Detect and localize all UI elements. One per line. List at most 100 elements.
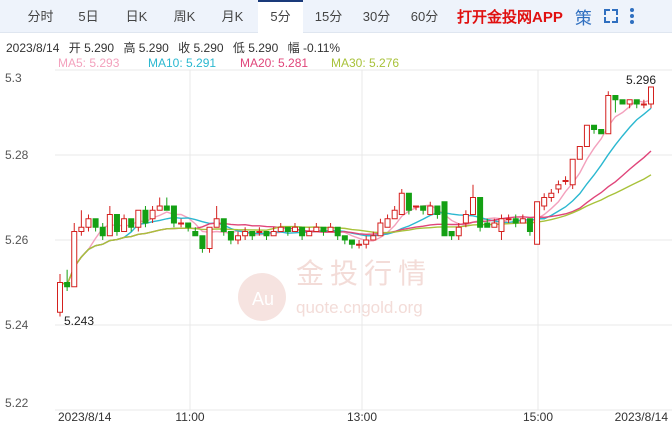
min-price-label: 5.243 [64,314,94,328]
tab-60min[interactable]: 60分 [410,9,439,24]
candle-body [405,192,412,211]
candle-up [384,214,391,228]
y-tick-label: 5.26 [5,233,29,247]
candle-down [192,227,199,237]
candle-body [434,205,441,215]
candle-body [605,95,612,135]
fullscreen-icon[interactable] [603,9,618,23]
info-change: 幅 -0.11% [287,41,341,55]
candle-body [626,99,633,105]
candle-body [541,197,548,207]
candle-up [427,201,434,215]
tab-5day[interactable]: 5日 [78,9,99,24]
tab-15min[interactable]: 15分 [314,9,343,24]
candle-up [213,206,220,228]
candle-down [334,226,341,240]
candle-body [633,99,640,105]
info-date: 2023/8/14 [6,41,60,55]
candle-down [113,214,120,236]
tab-timeshare[interactable]: 分时 [27,9,54,24]
candle-body [619,99,626,105]
candle-body [562,180,569,182]
candle-up [206,226,213,253]
candle-body [277,226,284,232]
candle-body [256,231,263,233]
candle-up [242,227,249,240]
candle-body [121,218,128,232]
info-close: 收 5.290 [178,41,224,55]
candle-down [227,231,234,245]
y-tick-label: 5.3 [5,71,22,85]
candle-up [505,214,512,223]
candle-body [576,146,583,160]
candle-body [363,239,370,245]
watermark-logo-text: Au [252,289,274,309]
candle-up [548,189,555,202]
candle-down [163,197,170,211]
x-tick-label: 15:00 [523,410,553,423]
candle-body [185,222,192,228]
candle-body [356,243,363,246]
tab-30min[interactable]: 30分 [362,9,391,24]
candle-body [448,231,455,237]
candle-up [363,235,370,249]
candle-up [569,158,576,189]
tab-monthly-k[interactable]: 月K [221,9,244,24]
candle-up [135,209,142,232]
candle-down [284,226,291,236]
candle-body [313,226,320,232]
open-app-link[interactable]: 打开金投网APP [457,8,563,26]
candle-body [427,205,434,215]
candle-up [121,214,128,232]
watermark-text: 金投行情 [296,257,432,290]
candle-body [555,184,562,190]
info-open: 开 5.290 [68,41,115,55]
strategy-button[interactable]: 策 [574,8,592,28]
ma30-legend: MA30: 5.276 [331,56,400,70]
ma5-legend: MA5: 5.293 [58,56,120,70]
candle-body [263,231,270,237]
candle-body [106,214,113,237]
period-tabs: 分时 5日 日K 周K 月K 5分 15分 30分 60分 打开金投网APP 策 [0,0,672,33]
candle-body [149,209,156,220]
candle-body [57,282,63,313]
candle-up [356,240,363,249]
candle-body [220,218,227,232]
tab-weekly-k[interactable]: 周K [173,9,196,24]
candle-down [526,218,533,236]
candle-body [78,226,85,232]
candle-body [569,158,576,186]
candle-body [512,218,519,224]
candle-body [178,222,185,225]
candle-up [640,99,647,109]
candle-body [505,218,512,221]
candle-body [284,226,291,232]
candle-body [199,235,206,249]
ohlc-info: 2023/8/14 开 5.290 高 5.290 收 5.290 低 5.29… [6,39,346,56]
candle-body [384,218,391,228]
candle-body [327,226,334,232]
candle-body [484,222,491,228]
tab-5min[interactable]: 5分 [258,0,303,33]
candle-body [526,218,533,232]
candle-body [348,239,355,245]
candle-down [477,197,484,232]
candle-down [348,239,355,249]
candle-down [170,205,177,228]
candle-body [113,214,120,232]
candle-body [249,231,256,237]
candle-down [263,231,270,240]
candle-down [633,99,640,109]
candle-down [434,205,441,219]
candle-body [391,209,398,220]
y-tick-label: 5.24 [5,318,29,332]
candle-down [619,99,626,105]
more-vertical-icon[interactable] [629,8,634,24]
candle-body [498,218,505,232]
watermark-url: quote.cngold.org [296,298,423,317]
tab-daily-k[interactable]: 日K [125,9,148,24]
y-tick-label: 5.22 [5,396,29,410]
candle-up [413,205,420,211]
x-tick-label: 13:00 [347,410,377,423]
